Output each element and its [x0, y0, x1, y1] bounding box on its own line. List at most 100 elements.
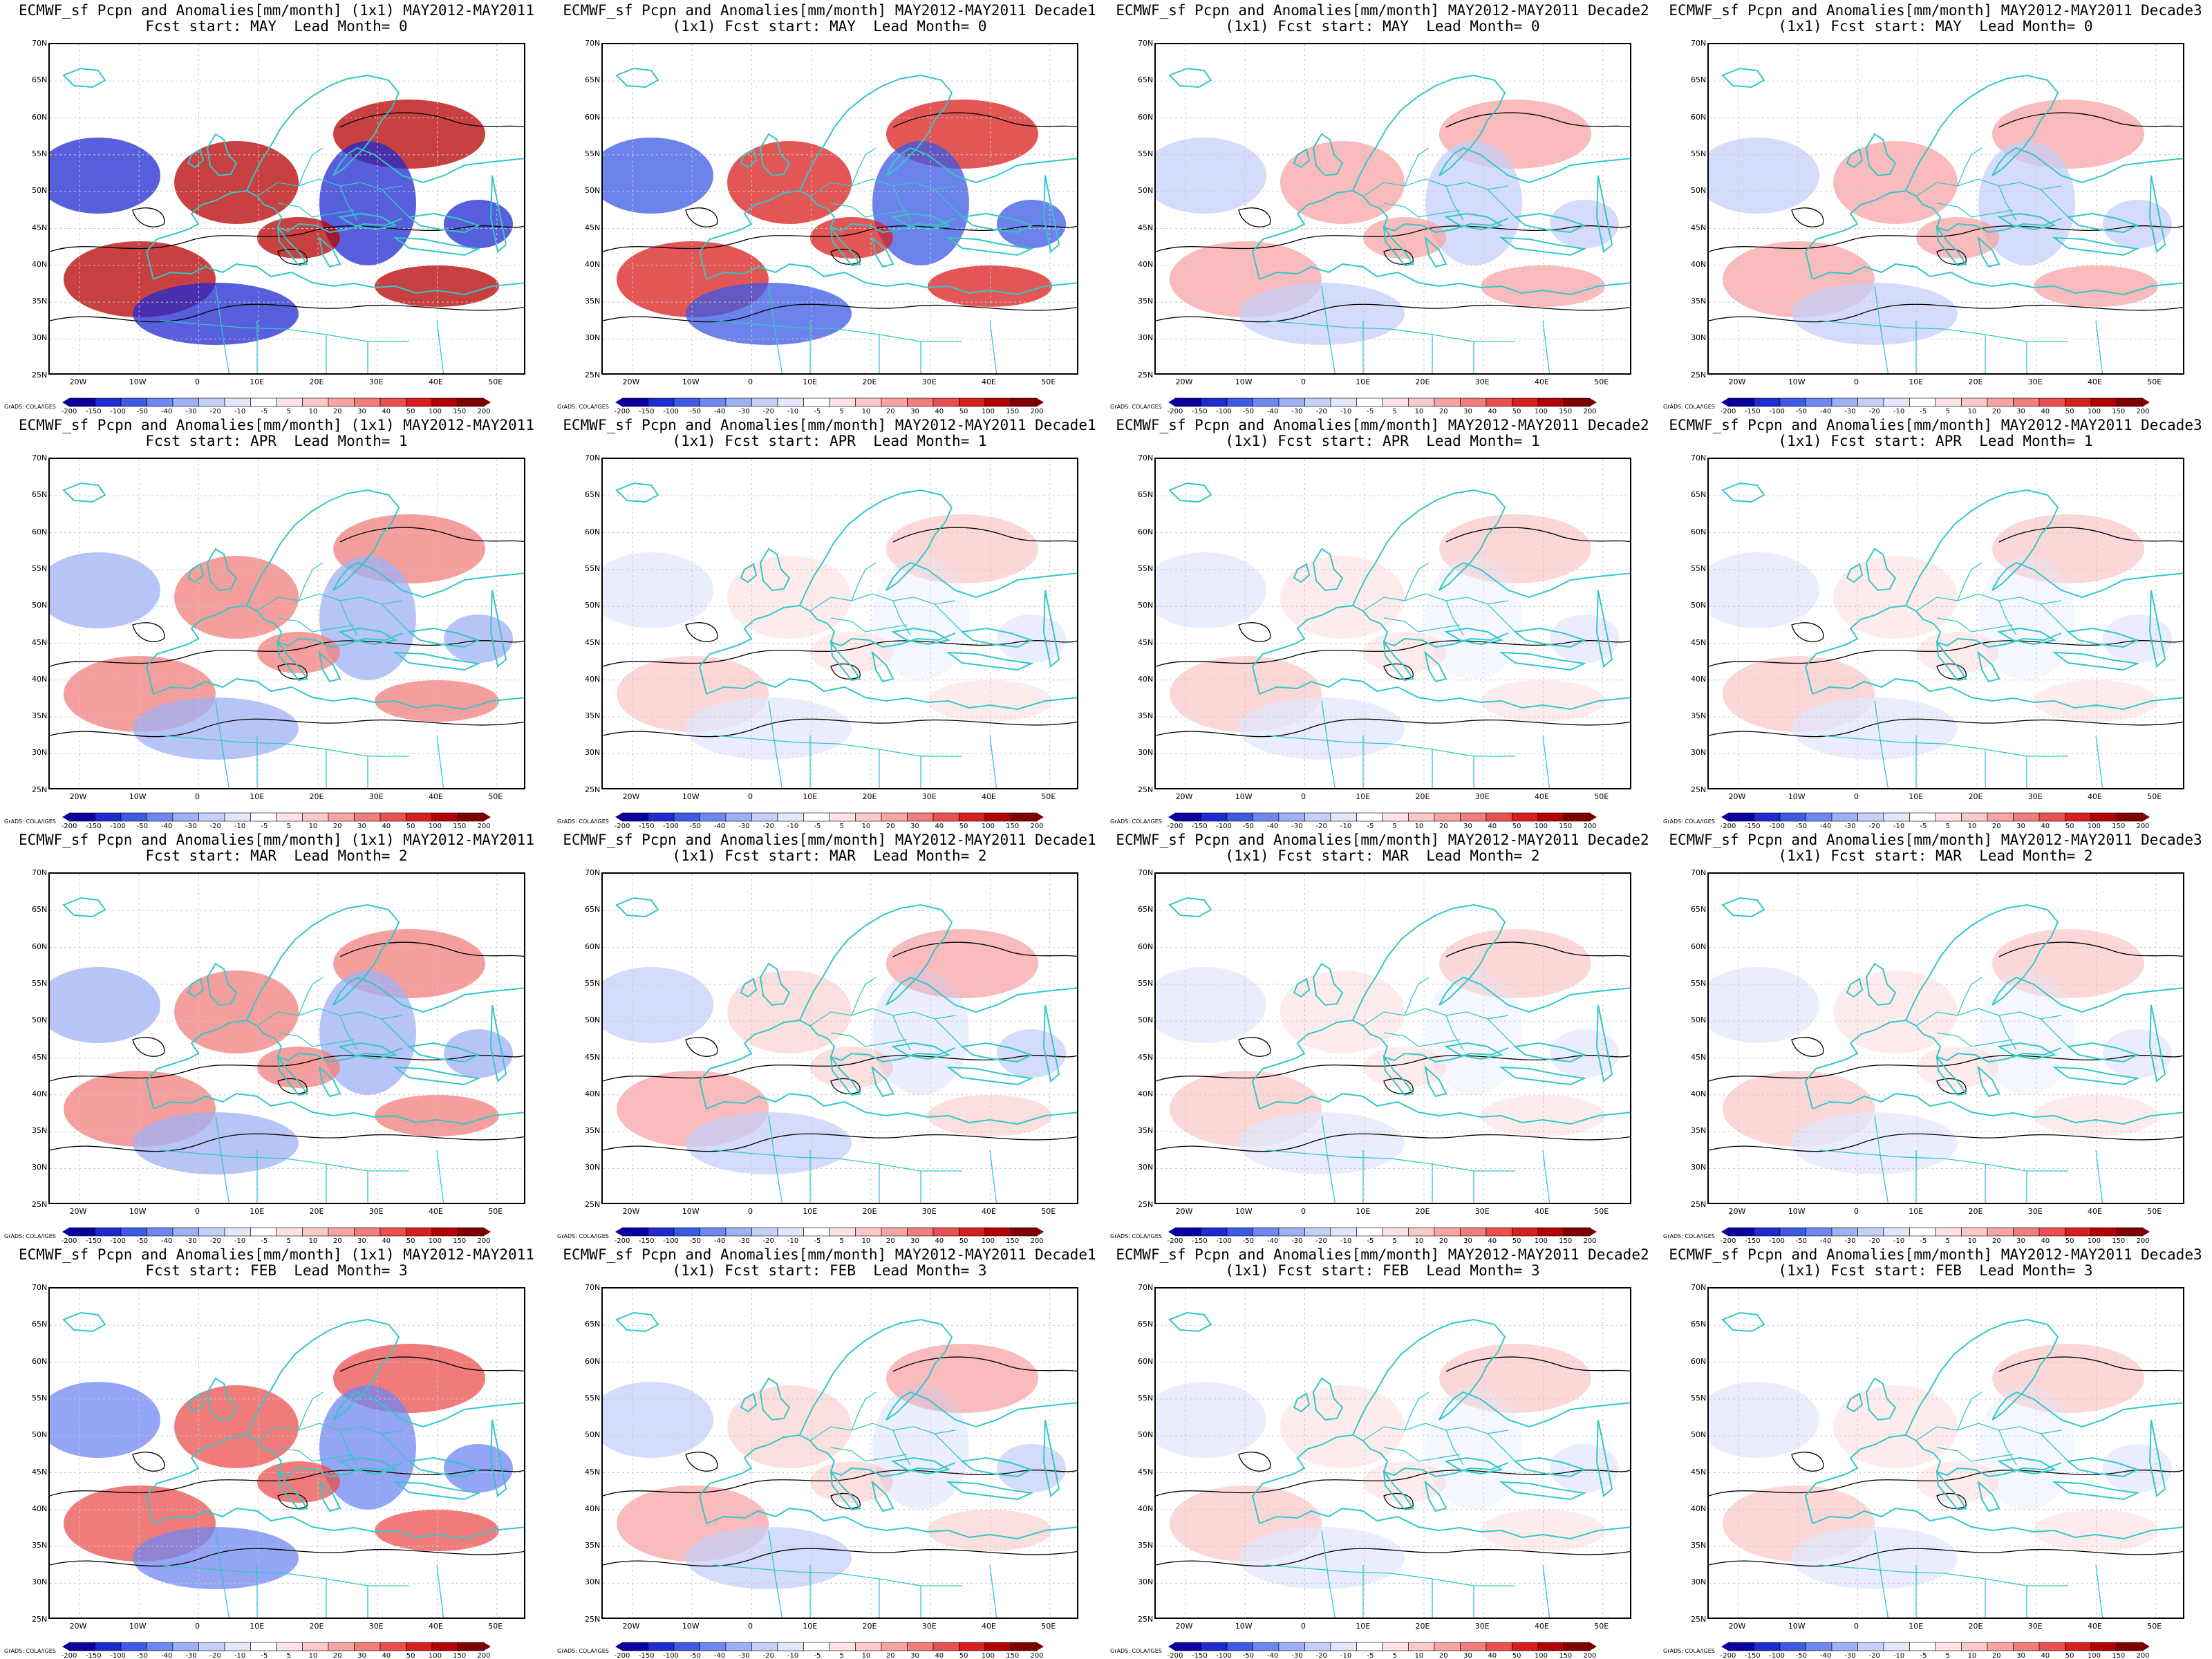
colorbar-label: 100: [428, 1652, 442, 1659]
colorbar-label: -100: [663, 1237, 679, 1244]
panel-title: ECMWF_sf Pcpn and Anomalies[mm/month] (1…: [19, 2, 534, 19]
colorbar-swatch: [1434, 1227, 1461, 1237]
country-border: [892, 185, 911, 221]
latitude-label: 50N: [585, 186, 601, 196]
precip-contour: [339, 527, 524, 543]
negative-anomaly-area: [1425, 1385, 1522, 1510]
colorbar-swatch: [431, 1642, 458, 1651]
colorbar-label: -150: [85, 408, 102, 415]
map-panel: ECMWF_sf Pcpn and Anomalies[mm/month] (1…: [0, 415, 553, 830]
longitude-label: 0: [1301, 792, 1306, 801]
latitude-label: 65N: [1138, 75, 1154, 85]
colorbar-swatch: [829, 1227, 856, 1237]
longitude-label: 0: [195, 1622, 200, 1631]
map-panel: ECMWF_sf Pcpn and Anomalies[mm/month] MA…: [1659, 1244, 2212, 1659]
map-canvas: [1156, 44, 1630, 373]
longitude-label: 10W: [129, 1207, 147, 1216]
colorbar-label: -100: [1216, 408, 1232, 415]
longitude-label: 20E: [1968, 792, 1983, 801]
colorbar-label: -20: [1315, 1237, 1327, 1244]
colorbar-label: 10: [308, 408, 318, 415]
colorbar-swatch: [1935, 397, 1962, 407]
precip-anomaly-map: [1707, 458, 2184, 789]
latitude-label: 25N: [32, 370, 48, 379]
colorbar-label: -100: [110, 408, 126, 415]
colorbar-label: 20: [1438, 408, 1448, 415]
colorbar-label: 100: [1534, 408, 1548, 415]
colorbar-label: -20: [209, 408, 221, 415]
coastline: [759, 962, 791, 1006]
coastline: [698, 604, 956, 695]
coastline: [1259, 263, 1630, 296]
colorbar-label: 20: [885, 1237, 895, 1244]
colorbar-max-arrow: [484, 1228, 491, 1236]
colorbar-label: 30: [357, 408, 366, 415]
longitude-label: 0: [195, 1207, 200, 1216]
colorbar-swatch: [302, 812, 329, 822]
longitude-label: 10W: [1788, 1207, 1806, 1216]
negative-anomaly-area: [1709, 138, 1819, 214]
colorbar-min-arrow: [615, 813, 622, 821]
colorbar-swatch: [120, 1642, 147, 1651]
colorbar-label: 5: [1945, 1652, 1950, 1659]
colorbar-label: 5: [1392, 823, 1397, 830]
coastline: [1042, 1004, 1060, 1082]
colorbar-label: 200: [477, 1652, 491, 1659]
latitude-label: 40N: [1691, 1089, 1707, 1098]
country-border: [298, 1391, 324, 1431]
colorbar-swatch: [1304, 1227, 1331, 1237]
colorbar-label: 100: [1534, 823, 1548, 830]
colorbar-swatch: [458, 1642, 485, 1651]
longitude-label: 20W: [69, 1207, 87, 1216]
latitude-label: 45N: [1138, 1052, 1154, 1062]
precip-contour: [603, 640, 1077, 667]
longitude-label: 0: [748, 792, 753, 801]
colorbar-label: -10: [234, 1237, 246, 1244]
colorbar-swatch: [907, 1227, 934, 1237]
precip-anomaly-map: [1154, 43, 1631, 375]
coastline: [706, 1507, 1077, 1540]
colorbar-label: -5: [814, 408, 821, 415]
colorbar-label: 150: [453, 1237, 467, 1244]
colorbar-label: 50: [406, 823, 415, 830]
colorbar-label: 200: [1030, 408, 1044, 415]
negative-anomaly-area: [1156, 138, 1266, 214]
longitude-label: 30E: [2027, 792, 2043, 801]
colorbar-swatch: [1330, 812, 1357, 822]
colorbar-min-arrow: [1168, 813, 1175, 821]
map-canvas: [50, 1288, 524, 1618]
latitude-label: 60N: [1691, 1356, 1707, 1366]
latitude-label: 40N: [32, 1089, 48, 1098]
colorbar: [1168, 1227, 1597, 1237]
colorbar-label: 20: [332, 408, 342, 415]
colorbar-swatch: [406, 812, 433, 822]
precip-contour: [1791, 1037, 1824, 1057]
coastline: [1936, 225, 1967, 267]
country-border: [1542, 1150, 1550, 1203]
colorbar-swatch: [1564, 1227, 1591, 1237]
latitude-label: 65N: [1691, 490, 1707, 500]
colorbar-label: 40: [1488, 408, 1497, 415]
colorbar-swatch: [751, 397, 778, 407]
latitude-label: 70N: [1138, 453, 1154, 462]
coastline: [1259, 677, 1630, 711]
longitude-label: 10W: [1235, 377, 1253, 386]
latitude-label: 70N: [1138, 868, 1154, 877]
country-border: [1321, 285, 1335, 373]
longitude-label: 40E: [1535, 1622, 1549, 1631]
latitude-label: 30N: [585, 333, 601, 343]
negative-anomaly-area: [1425, 556, 1522, 680]
latitude-label: 30N: [1138, 333, 1154, 343]
colorbar-swatch: [881, 397, 908, 407]
coastline: [1438, 976, 1630, 1013]
coastline: [2148, 175, 2166, 253]
colorbar-swatch: [725, 397, 752, 407]
colorbar-label: 10: [861, 1237, 871, 1244]
map-canvas: [1156, 1288, 1630, 1618]
colorbar-label: -30: [1844, 823, 1856, 830]
colorbar-swatch: [1512, 397, 1539, 407]
coastline: [1042, 1419, 1060, 1497]
latitude-label: 55N: [1138, 563, 1154, 573]
colorbar-swatch: [224, 812, 251, 822]
colorbar-max-arrow: [1590, 1642, 1597, 1651]
